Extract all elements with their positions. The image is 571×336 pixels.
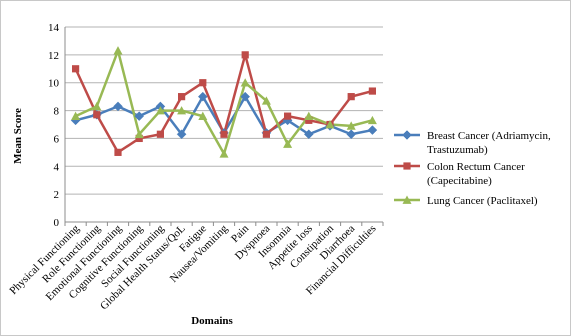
y-tick-label-8: 8	[54, 106, 60, 118]
data-point-s1-9	[262, 130, 270, 138]
data-point-s2-5	[177, 106, 187, 115]
data-point-s2-9	[261, 96, 271, 105]
data-point-s1-14	[368, 87, 376, 95]
data-point-s2-10	[283, 139, 293, 148]
data-point-s2-13	[346, 121, 356, 130]
data-point-s0-3	[134, 111, 145, 121]
legend-label-2-0: Lung Cancer (Paclitaxel)	[427, 195, 538, 207]
data-point-s1-10	[284, 112, 292, 120]
data-point-s0-2	[113, 101, 123, 112]
data-point-s0-14	[367, 125, 378, 135]
data-point-s0-8	[240, 91, 251, 102]
data-point-s1-4	[156, 130, 164, 138]
axes	[64, 27, 384, 226]
series-markers	[70, 46, 378, 158]
legend-marker-2	[402, 195, 412, 204]
y-tick-label-2: 2	[54, 189, 60, 201]
data-point-s1-0	[72, 65, 80, 73]
y-tick-labels: 0 2 4 6 8 10 12 14	[48, 22, 60, 229]
data-point-s2-2	[113, 46, 123, 55]
data-point-s2-12	[325, 120, 335, 129]
data-point-s1-5	[178, 93, 186, 101]
y-tick-label-14: 14	[48, 22, 60, 34]
y-tick-label-6: 6	[54, 133, 60, 145]
data-point-s1-13	[347, 93, 355, 101]
data-point-s0-11	[303, 129, 314, 140]
data-point-s1-2	[114, 148, 122, 156]
x-axis-title: Domains	[191, 315, 233, 327]
y-tick-label-0: 0	[54, 217, 60, 229]
data-point-s1-3	[135, 134, 143, 143]
y-tick-label-10: 10	[48, 78, 60, 90]
legend: Breast Cancer (Adriamycin, Trastuzumab) Co…	[394, 130, 551, 207]
data-point-s2-4	[155, 106, 165, 115]
data-point-s1-1	[93, 111, 101, 119]
legend-label-0-1: Trastuzumab)	[427, 144, 488, 156]
data-point-s1-7	[220, 130, 228, 138]
y-tick-label-12: 12	[48, 50, 59, 62]
data-point-s2-11	[304, 111, 314, 120]
data-point-s0-13	[346, 129, 357, 140]
data-point-s2-1	[92, 101, 102, 111]
data-point-s2-0	[71, 111, 81, 120]
data-point-s0-6	[197, 91, 208, 102]
data-point-s2-14	[367, 115, 377, 125]
data-point-s1-11	[305, 116, 313, 124]
data-point-s0-5	[176, 129, 187, 140]
data-point-s2-3	[134, 129, 144, 139]
y-axis-title: Mean Score	[12, 108, 24, 164]
legend-marker-0	[402, 130, 412, 140]
legend-label-0-0: Breast Cancer (Adriamycin,	[427, 130, 551, 142]
data-point-s2-8	[240, 78, 250, 87]
gridlines	[65, 26, 383, 195]
data-point-s1-6	[199, 79, 207, 87]
data-point-s1-8	[241, 51, 249, 59]
legend-marker-1	[403, 162, 411, 170]
data-point-s2-6	[198, 111, 208, 120]
data-point-s2-7	[219, 149, 229, 158]
legend-label-1-1: (Capecitabine)	[427, 175, 492, 187]
y-tick-label-4: 4	[54, 161, 60, 173]
legend-label-1-0: Colon Rectum Cancer	[427, 161, 525, 173]
